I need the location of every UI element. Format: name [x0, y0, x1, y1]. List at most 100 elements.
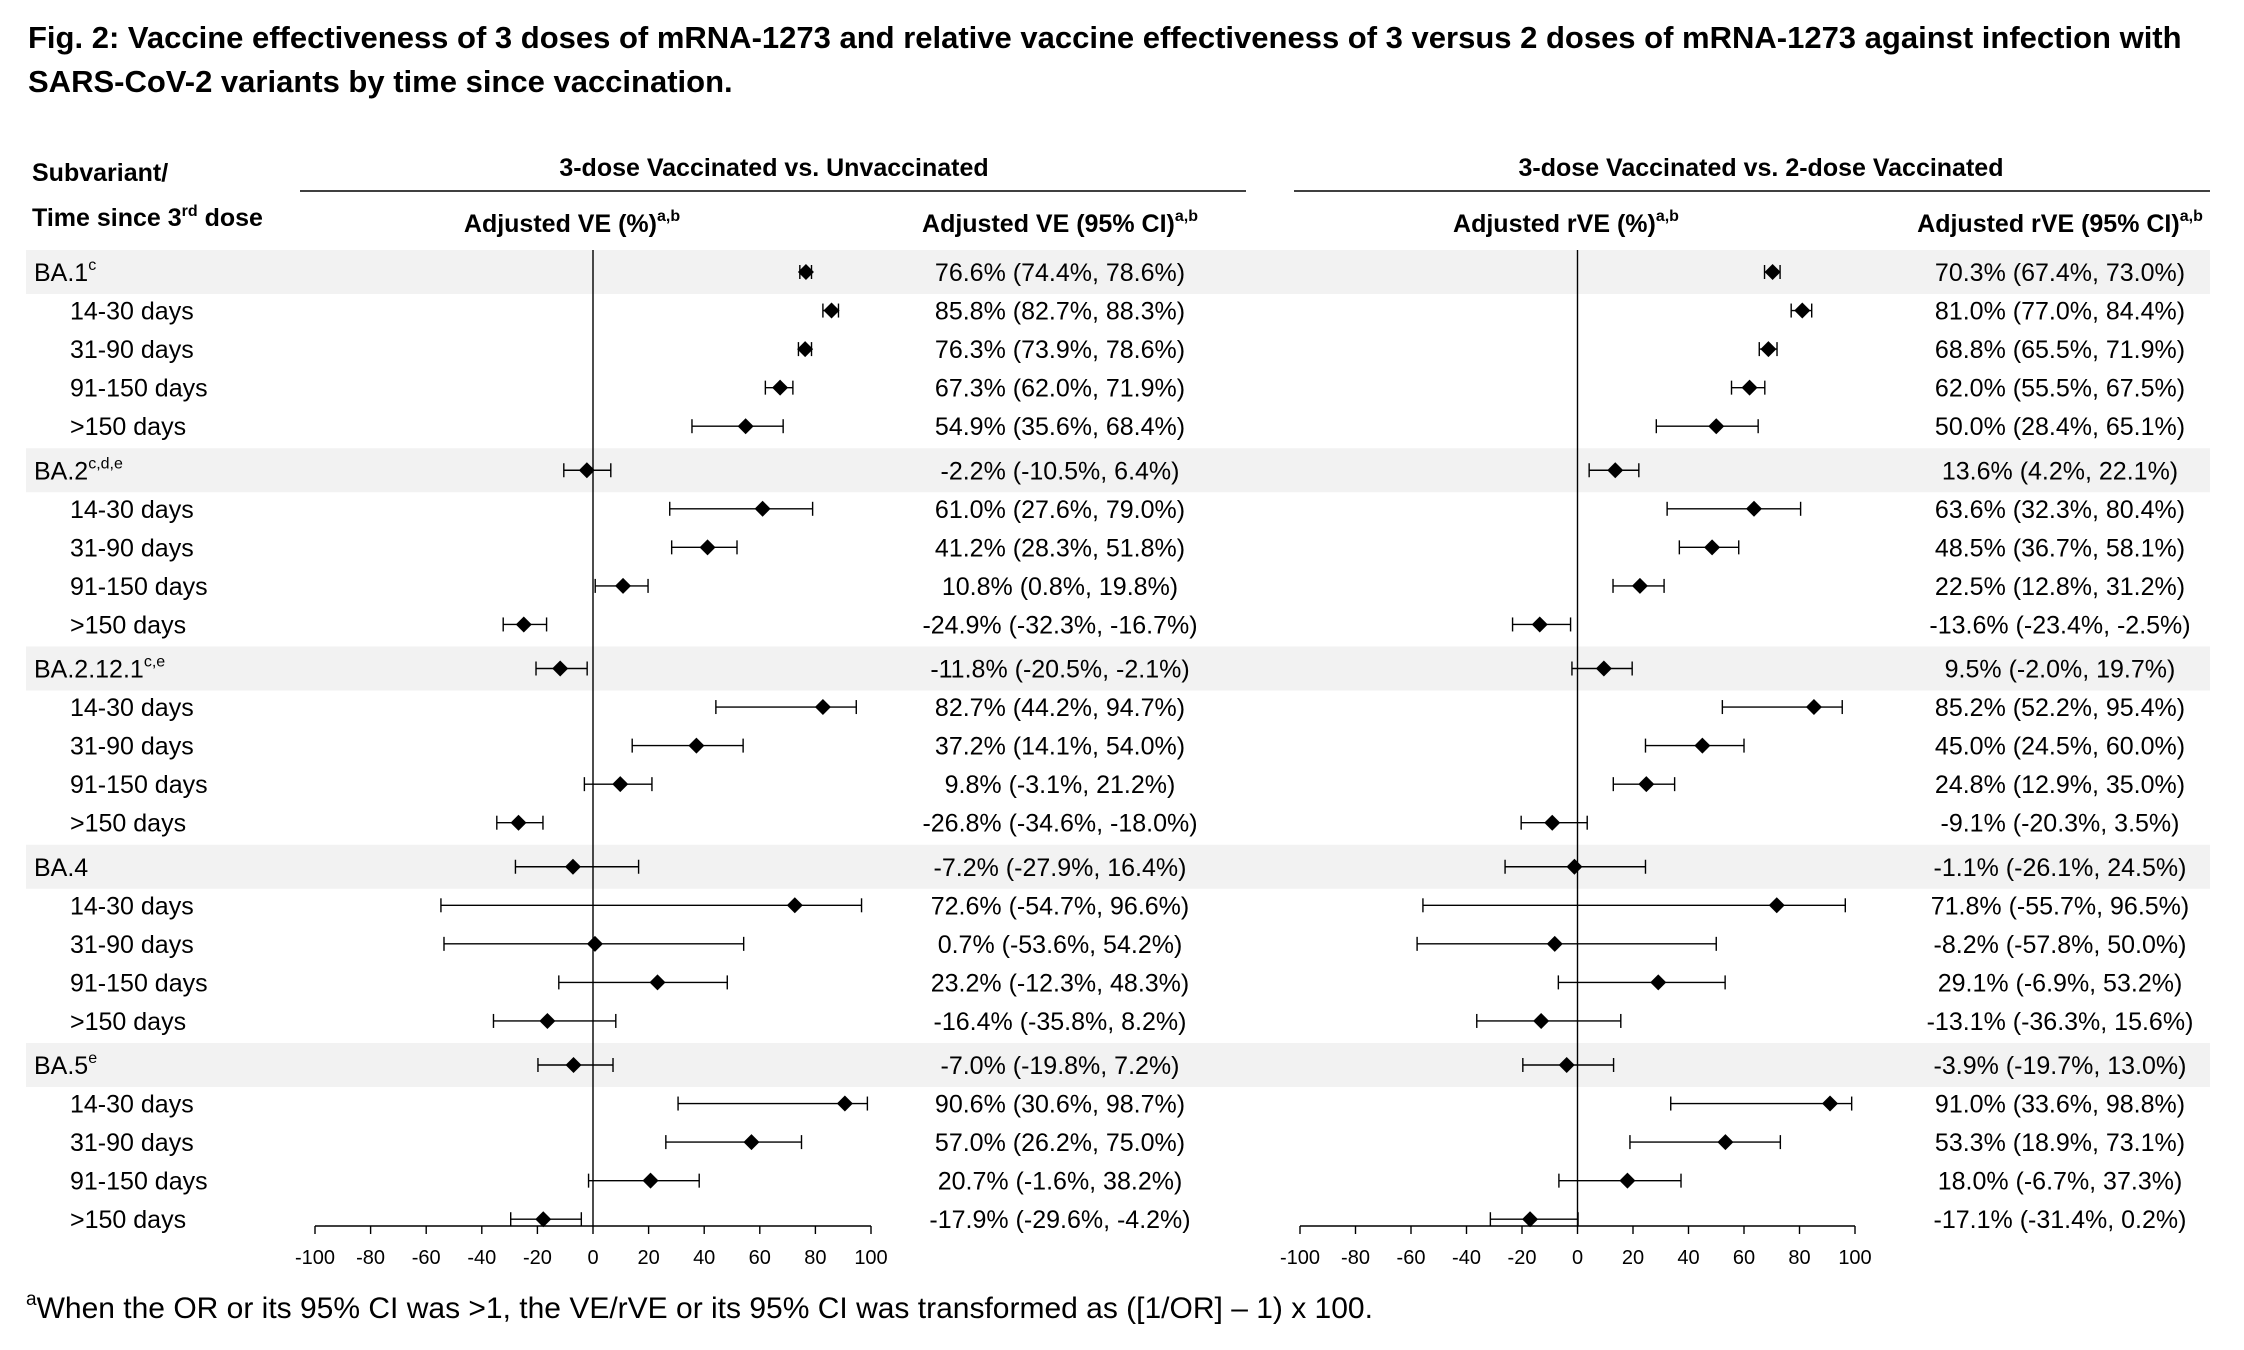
ci-value-text: 82.7% (44.2%, 94.7%): [935, 694, 1185, 722]
ci-value-text: 71.8% (-55.7%, 96.5%): [1931, 892, 2189, 920]
ci-value-text: 48.5% (36.7%, 58.1%): [1935, 534, 2185, 562]
point-estimate-diamond: [1708, 418, 1725, 435]
point-estimate-diamond: [1531, 616, 1548, 633]
x-tick-label: 60: [1733, 1247, 1755, 1269]
row-label-sup: c: [88, 257, 96, 274]
point-estimate-diamond: [1595, 660, 1612, 677]
ci-column-label-text: Adjusted VE (95% CI): [922, 210, 1175, 238]
x-tick-label: -40: [1452, 1247, 1481, 1269]
row-label-text: 14-30 days: [70, 694, 194, 722]
point-estimate-diamond: [797, 264, 814, 280]
point-estimate-diamond: [1566, 858, 1583, 875]
row-label-text: 91-150 days: [70, 375, 208, 403]
panel-header: 3-dose Vaccinated vs. Unvaccinated: [559, 154, 988, 182]
point-estimate-diamond: [612, 776, 629, 793]
row-label-text: 91-150 days: [70, 771, 208, 799]
x-tick-label: -20: [523, 1247, 552, 1269]
ci-value-text: -3.9% (-19.7%, 13.0%): [1934, 1052, 2187, 1080]
point-estimate-diamond: [649, 974, 666, 991]
ci-value-text: -7.2% (-27.9%, 16.4%): [934, 854, 1187, 882]
point-estimate-diamond: [1741, 379, 1758, 396]
point-estimate-diamond: [565, 1057, 582, 1073]
row-header-line2-pre: Time since 3: [32, 204, 182, 232]
row-label: 31-90 days: [70, 534, 194, 562]
point-estimate-diamond: [1546, 935, 1563, 952]
row-label: 91-150 days: [70, 573, 208, 601]
row-label-text: 14-30 days: [70, 1091, 194, 1119]
ci-value-text: 45.0% (24.5%, 60.0%): [1935, 733, 2185, 761]
ci-value-text: -11.8% (-20.5%, -2.1%): [930, 656, 1189, 684]
ci-value-text: 85.2% (52.2%, 95.4%): [1935, 694, 2185, 722]
point-estimate-diamond: [615, 577, 632, 594]
row-label: 14-30 days: [70, 1091, 194, 1119]
group-band: [26, 1043, 2210, 1087]
row-label-text: 14-30 days: [70, 496, 194, 524]
point-estimate-diamond: [1650, 974, 1667, 991]
ci-value-text: 23.2% (-12.3%, 48.3%): [931, 969, 1189, 997]
row-label: >150 days: [70, 1206, 186, 1234]
ci-value-text: 54.9% (35.6%, 68.4%): [935, 413, 1185, 441]
plot-column-label: Adjusted rVE (%)a,b: [1453, 208, 1679, 238]
row-label: >150 days: [70, 611, 186, 639]
plot-column-label-sup: a,b: [1656, 208, 1679, 225]
point-estimate-diamond: [510, 814, 527, 831]
plot-column-label: Adjusted VE (%)a,b: [464, 208, 680, 238]
footnote: aWhen the OR or its 95% CI was >1, the V…: [26, 1284, 1373, 1327]
point-estimate-diamond: [737, 418, 754, 435]
ci-value-text: 67.3% (62.0%, 71.9%): [935, 375, 1185, 403]
row-label-group: BA.5e: [34, 1050, 97, 1080]
ci-value-text: 63.6% (32.3%, 80.4%): [1935, 496, 2185, 524]
ci-value-text: 18.0% (-6.7%, 37.3%): [1938, 1168, 2183, 1196]
row-label-text: >150 days: [70, 1008, 186, 1036]
point-estimate-diamond: [1631, 577, 1648, 594]
ci-value-text: -17.9% (-29.6%, -4.2%): [929, 1206, 1190, 1234]
point-estimate-diamond: [699, 539, 716, 556]
x-tick-label: 40: [693, 1247, 715, 1269]
ci-value-text: 68.8% (65.5%, 71.9%): [1935, 336, 2185, 364]
ci-value-text: 37.2% (14.1%, 54.0%): [935, 733, 1185, 761]
point-estimate-diamond: [688, 737, 705, 754]
point-estimate-diamond: [797, 341, 814, 358]
ci-value-text: 29.1% (-6.9%, 53.2%): [1938, 969, 2183, 997]
ci-value-text: 90.6% (30.6%, 98.7%): [935, 1091, 1185, 1119]
row-label: 31-90 days: [70, 931, 194, 959]
plot-column-label-text: Adjusted VE (%): [464, 210, 657, 238]
x-tick-label: 20: [637, 1247, 659, 1269]
row-label: 14-30 days: [70, 892, 194, 920]
row-label-text: >150 days: [70, 611, 186, 639]
point-estimate-diamond: [1638, 776, 1655, 793]
point-estimate-diamond: [1760, 341, 1777, 358]
point-estimate-diamond: [539, 1012, 556, 1029]
ci-column-label: Adjusted VE (95% CI)a,b: [922, 208, 1198, 238]
row-label-column: Subvariant/ Time since 3rd dose BA.1c 14-…: [32, 159, 263, 1234]
row-label: 91-150 days: [70, 375, 208, 403]
point-estimate-diamond: [1619, 1172, 1636, 1189]
point-estimate-diamond: [1745, 500, 1762, 517]
ci-value-text: 62.0% (55.5%, 67.5%): [1935, 375, 2185, 403]
x-tick-label: 0: [587, 1247, 598, 1269]
ci-value-text: 61.0% (27.6%, 79.0%): [935, 496, 1185, 524]
ci-value-text: 76.6% (74.4%, 78.6%): [935, 259, 1185, 287]
point-estimate-diamond: [1717, 1134, 1734, 1151]
row-label-group: BA.4: [34, 854, 88, 882]
row-label-group: BA.2c,d,e: [34, 455, 123, 485]
point-estimate-diamond: [578, 462, 595, 479]
point-estimate-diamond: [564, 858, 581, 875]
row-label-text: 14-30 days: [70, 892, 194, 920]
group-band: [26, 844, 2210, 889]
row-label: 91-150 days: [70, 1168, 208, 1196]
point-estimate-diamond: [1694, 737, 1711, 754]
point-estimate-diamond: [1533, 1012, 1550, 1029]
row-label: 14-30 days: [70, 496, 194, 524]
ci-value-text: -1.1% (-26.1%, 24.5%): [1934, 854, 2187, 882]
panel-ve-vs-unvaccinated: 3-dose Vaccinated vs. Unvaccinated Adjust…: [295, 154, 1246, 1269]
x-tick-label: 100: [1838, 1247, 1871, 1269]
x-tick-label: 80: [804, 1247, 826, 1269]
row-label: 14-30 days: [70, 694, 194, 722]
panel-header: 3-dose Vaccinated vs. 2-dose Vaccinated: [1519, 154, 2004, 182]
row-label: >150 days: [70, 810, 186, 838]
plot-column-label-sup: a,b: [657, 208, 680, 225]
point-estimate-diamond: [1794, 302, 1811, 319]
ci-value-text: 72.6% (-54.7%, 96.6%): [931, 892, 1189, 920]
row-label-text: BA.2.12.1: [34, 656, 144, 684]
